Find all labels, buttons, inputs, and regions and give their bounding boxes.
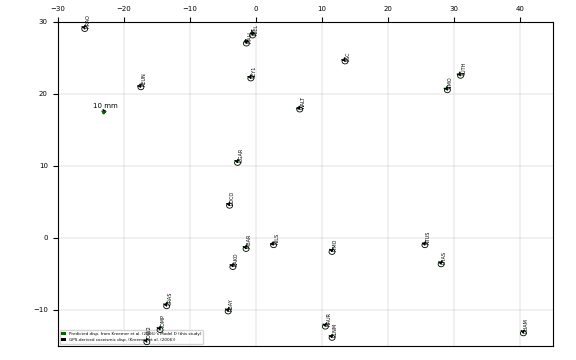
Text: PIMO: PIMO	[333, 239, 338, 251]
Text: SEY1: SEY1	[252, 65, 256, 78]
Text: CLNM: CLNM	[333, 323, 338, 337]
Text: MALI: MALI	[247, 31, 252, 43]
Text: LHAS: LHAS	[442, 251, 447, 264]
Text: SUTH: SUTH	[461, 62, 466, 75]
Text: HRAO: HRAO	[85, 14, 90, 28]
Text: NAUR: NAUR	[326, 312, 331, 326]
Text: GUAM: GUAM	[524, 318, 529, 333]
Text: RBAY: RBAY	[229, 298, 234, 311]
Text: IISC: IISC	[346, 51, 351, 61]
Legend: Predicted disp. from Kreemer et al. (2006)'s Model D (this study), GPS-derived c: Predicted disp. from Kreemer et al. (200…	[60, 330, 203, 343]
Text: MBAR: MBAR	[247, 234, 252, 248]
Text: COCO: COCO	[230, 191, 235, 205]
Text: BAKO: BAKO	[233, 253, 238, 266]
Text: NILS: NILS	[274, 233, 279, 244]
Text: NTUS: NTUS	[426, 231, 431, 244]
Text: DGAR: DGAR	[238, 148, 243, 162]
Text: WALT: WALT	[300, 96, 305, 109]
Text: TOMP: TOMP	[161, 315, 166, 329]
Text: TOW2: TOW2	[147, 327, 153, 341]
Text: SIMO: SIMO	[448, 77, 453, 89]
Text: REUN: REUN	[142, 73, 146, 86]
Text: GRAS: GRAS	[168, 292, 172, 305]
Text: 10 mm: 10 mm	[93, 103, 118, 109]
Text: NIEL: NIEL	[253, 23, 258, 35]
